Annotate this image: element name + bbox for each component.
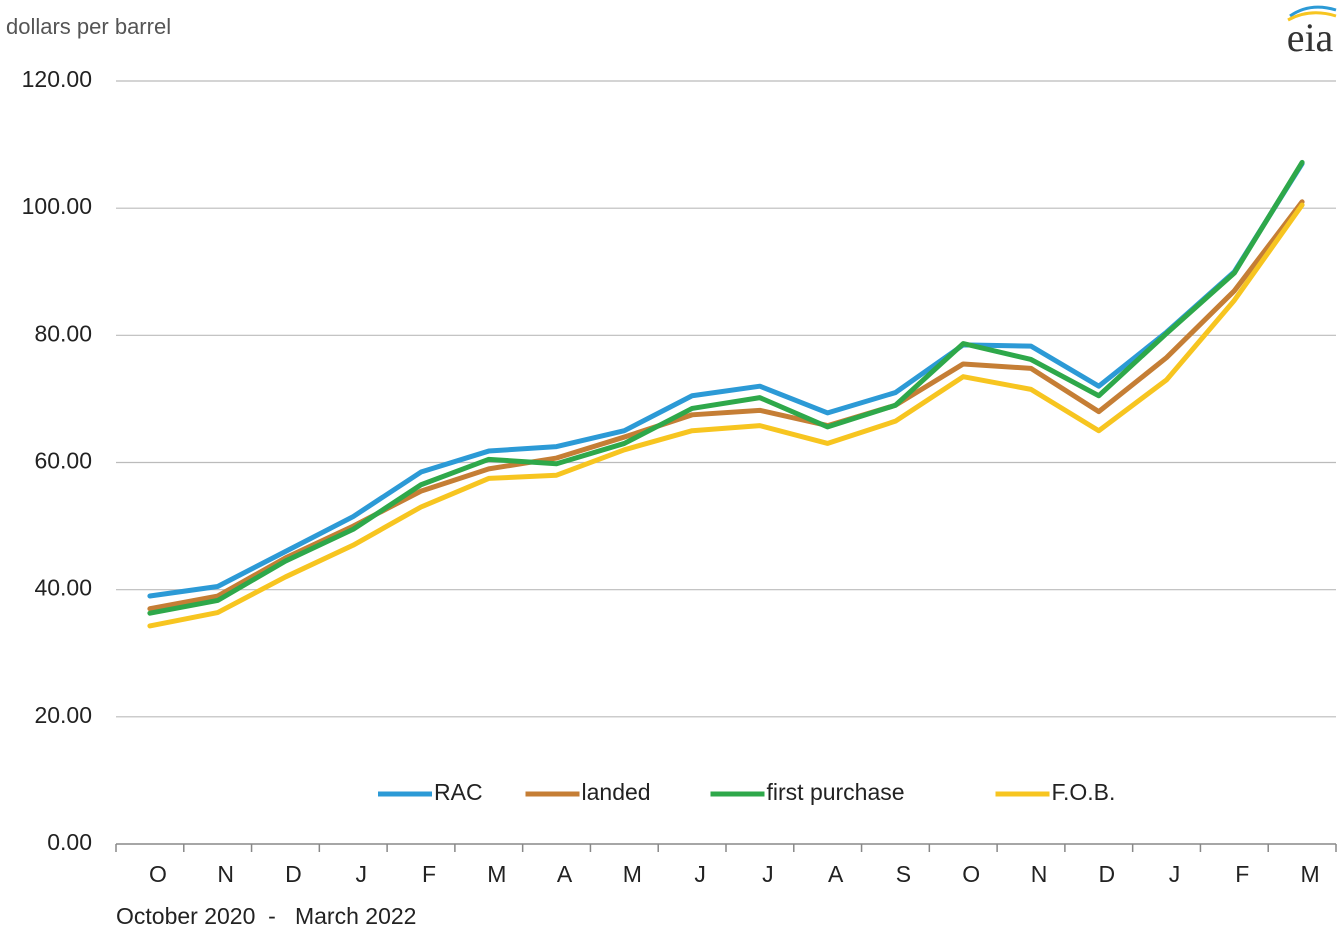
logo-swoosh [1287,11,1337,22]
x-tick-label: F [422,861,436,887]
legend-label: F.O.B. [1052,779,1116,805]
x-tick-label: J [694,861,706,887]
y-tick-label: 40.00 [34,575,92,601]
logo-swoosh [1289,5,1337,18]
y-axis-label: dollars per barrel [6,14,171,39]
y-tick-label: 60.00 [34,448,92,474]
x-tick-label: O [962,861,980,887]
x-tick-label: D [285,861,302,887]
y-tick-label: 100.00 [22,193,92,219]
logo: eia [1287,15,1334,60]
legend-label: first purchase [767,779,905,805]
legend-label: RAC [434,779,483,805]
x-tick-label: N [1031,861,1048,887]
x-tick-label: A [557,861,573,887]
series-line [147,159,1305,616]
x-tick-label: O [149,861,167,887]
y-tick-label: 80.00 [34,320,92,346]
x-tick-label: S [896,861,911,887]
x-tick-label: D [1098,861,1115,887]
series-line [147,202,1305,629]
x-tick-label: J [355,861,367,887]
y-tick-label: 0.00 [47,829,92,855]
x-note: October 2020 - March 2022 [116,903,416,929]
x-tick-label: M [623,861,642,887]
legend-label: landed [582,779,651,805]
x-tick-label: J [1169,861,1181,887]
y-tick-label: 20.00 [34,702,92,728]
x-tick-label: F [1235,861,1249,887]
series-line [147,161,1305,599]
x-tick-label: M [487,861,506,887]
x-tick-label: J [762,861,774,887]
series-line [147,199,1305,612]
x-tick-label: N [217,861,234,887]
y-tick-label: 120.00 [22,66,92,92]
x-tick-label: A [828,861,844,887]
x-tick-label: M [1301,861,1320,887]
